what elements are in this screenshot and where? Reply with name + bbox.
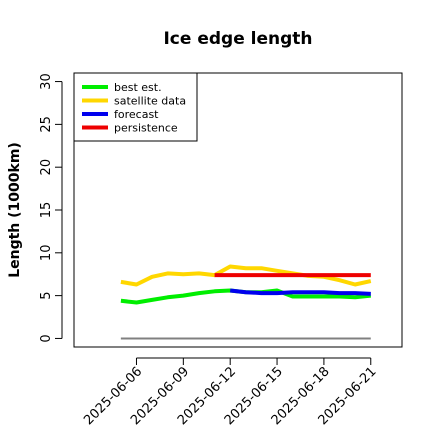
- y-tick-label: 0: [39, 334, 54, 342]
- plot-frame: [73, 72, 403, 348]
- chart-title: Ice edge length: [163, 29, 312, 49]
- y-axis: 0 5 10 15 20 25 30: [39, 73, 63, 343]
- x-axis: 2025-06-062025-06-092025-06-122025-06-15…: [81, 357, 380, 428]
- plot-area: [120, 264, 372, 340]
- y-tick-label: 20: [39, 159, 54, 176]
- y-tick-label: 10: [39, 245, 54, 262]
- legend-label-best-est: best est.: [114, 81, 162, 94]
- y-tick-label: 25: [39, 116, 54, 133]
- y-tick-label: 5: [39, 291, 54, 299]
- legend-label-satellite-data: satellite data: [114, 95, 186, 108]
- legend-label-forecast: forecast: [114, 108, 159, 121]
- legend-box: [73, 72, 198, 142]
- y-tick-label: 30: [39, 73, 54, 90]
- legend-label-persistence: persistence: [114, 122, 178, 135]
- series-line-satellite-data: [120, 264, 372, 287]
- y-tick-label: 15: [39, 202, 54, 219]
- legend: best est.satellite dataforecastpersisten…: [73, 72, 198, 142]
- series-line-forecast: [229, 288, 371, 296]
- y-axis-label: Length (1000km): [7, 142, 23, 278]
